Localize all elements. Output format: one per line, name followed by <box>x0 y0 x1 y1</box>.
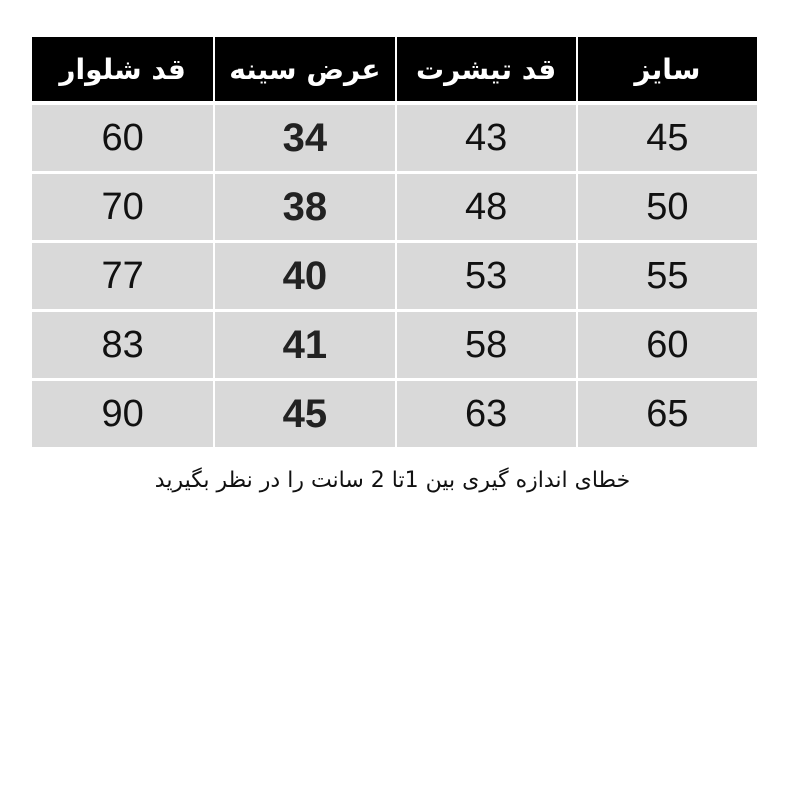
cell-size: 50 <box>575 174 757 243</box>
cell-shirt-length: 63 <box>394 381 576 450</box>
table-row: 55 53 40 77 <box>32 243 757 312</box>
cell-shirt-length: 58 <box>394 312 576 381</box>
header-shirt-length: قد تیشرت <box>394 37 576 105</box>
header-chest-width: عرض سینه <box>213 37 395 105</box>
cell-chest-width: 45 <box>213 381 395 450</box>
header-row: سایز قد تیشرت عرض سینه قد شلوار <box>32 37 757 105</box>
cell-pants-length: 60 <box>32 105 214 174</box>
cell-shirt-length: 53 <box>394 243 576 312</box>
cell-pants-length: 83 <box>32 312 214 381</box>
cell-shirt-length: 48 <box>394 174 576 243</box>
cell-chest-width: 41 <box>213 312 395 381</box>
table-row: 65 63 45 90 <box>32 381 757 450</box>
cell-size: 55 <box>575 243 757 312</box>
table-row: 45 43 34 60 <box>32 105 757 174</box>
table-row: 50 48 38 70 <box>32 174 757 243</box>
cell-size: 60 <box>575 312 757 381</box>
header-pants-length: قد شلوار <box>32 37 214 105</box>
cell-pants-length: 70 <box>32 174 214 243</box>
table-row: 60 58 41 83 <box>32 312 757 381</box>
cell-chest-width: 40 <box>213 243 395 312</box>
cell-chest-width: 38 <box>213 174 395 243</box>
cell-size: 65 <box>575 381 757 450</box>
measurement-note: خطای اندازه گیری بین 1تا 2 سانت را در نظ… <box>154 468 631 493</box>
header-size: سایز <box>575 37 757 105</box>
cell-shirt-length: 43 <box>394 105 576 174</box>
size-chart-table: سایز قد تیشرت عرض سینه قد شلوار 45 43 34 60… <box>32 37 757 450</box>
cell-pants-length: 77 <box>32 243 214 312</box>
cell-pants-length: 90 <box>32 381 214 450</box>
cell-chest-width: 34 <box>213 105 395 174</box>
cell-size: 45 <box>575 105 757 174</box>
